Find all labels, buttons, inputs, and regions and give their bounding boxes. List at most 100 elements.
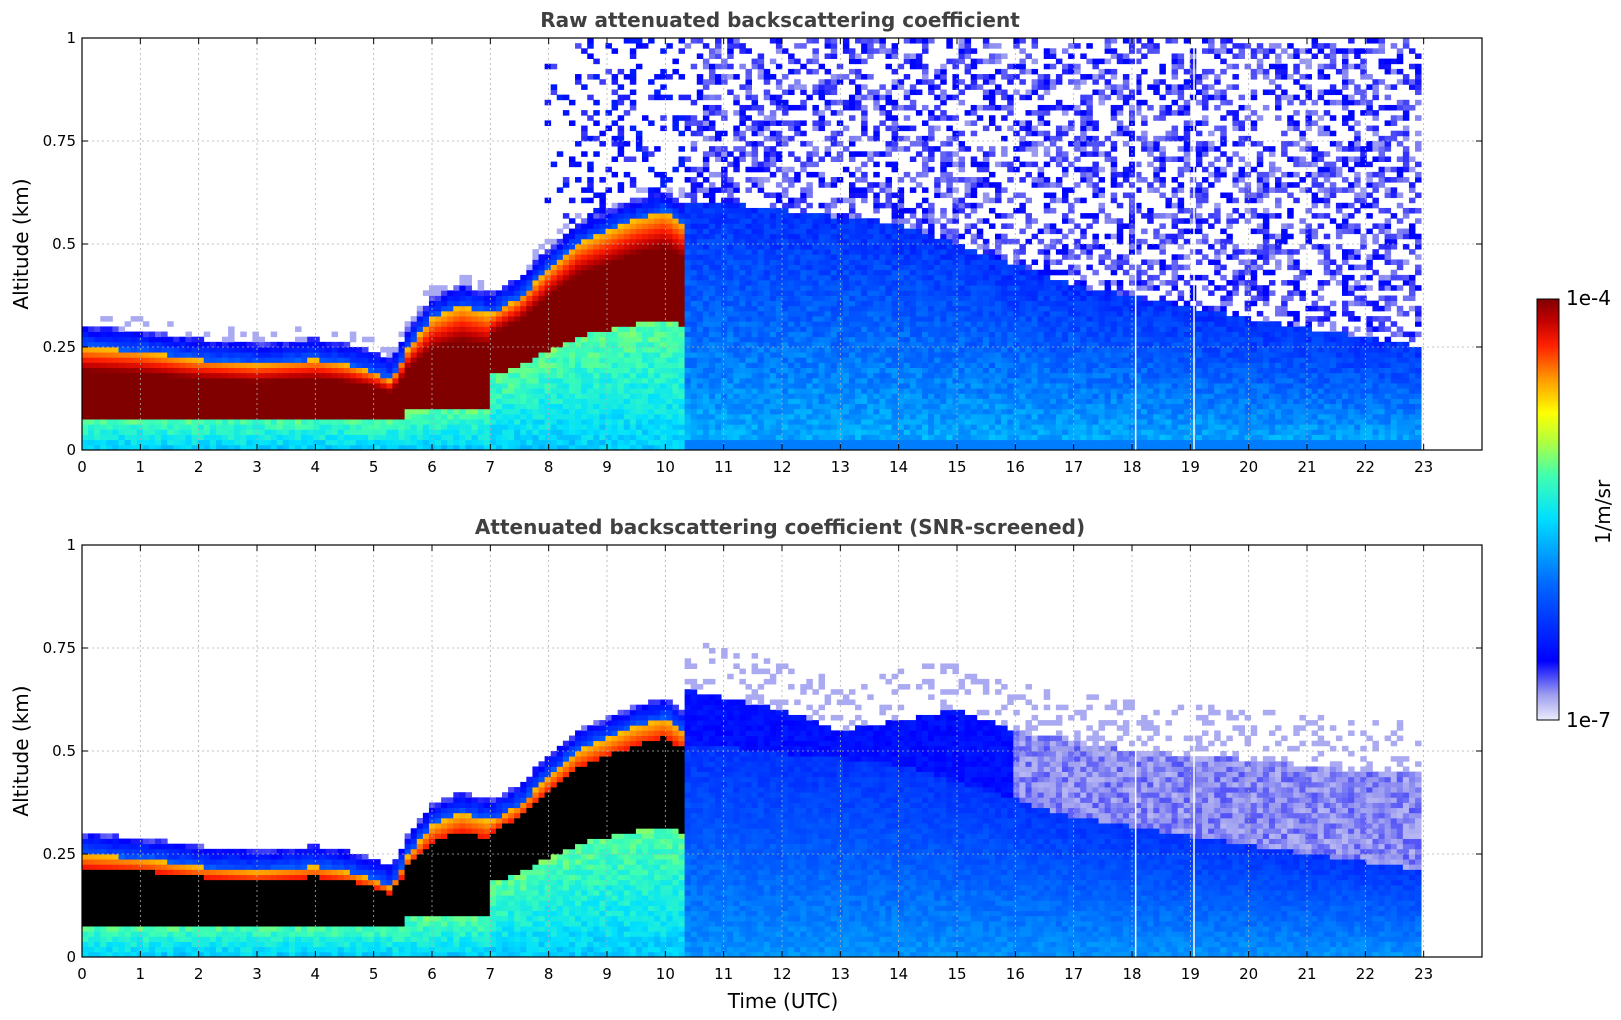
heatmap-cell [319, 429, 326, 435]
heatmap-cell [155, 341, 162, 348]
heatmap-cell [690, 310, 698, 317]
heatmap-cell [855, 187, 862, 193]
heatmap-cell [100, 341, 107, 348]
heatmap-cell [404, 326, 412, 332]
heatmap-cell [782, 357, 789, 363]
heatmap-cell [708, 151, 716, 157]
heatmap-cell [447, 388, 454, 394]
heatmap-cell [678, 393, 686, 399]
heatmap-cell [812, 84, 819, 90]
heatmap-cell [319, 413, 326, 420]
heatmap-cell [690, 280, 698, 286]
heatmap-cell [769, 213, 777, 219]
heatmap-cell [222, 336, 229, 343]
heatmap-cell [88, 352, 95, 358]
heatmap-cell [167, 347, 174, 353]
heatmap-cell [611, 444, 619, 451]
heatmap-cell [459, 372, 466, 379]
heatmap-cell [392, 413, 399, 420]
heatmap-cell [410, 331, 418, 338]
heatmap-cell [678, 244, 686, 250]
heatmap-cell [763, 377, 771, 384]
heatmap-cell [179, 377, 186, 384]
heatmap-cell [611, 362, 619, 368]
heatmap-cell [526, 393, 533, 399]
heatmap-cell [763, 321, 771, 327]
heatmap-cell [502, 408, 509, 415]
heatmap-cell [721, 388, 728, 394]
heatmap-cell [520, 403, 527, 410]
heatmap-cell [745, 213, 752, 219]
heatmap-cell [648, 377, 655, 384]
heatmap-cell [842, 305, 850, 312]
heatmap-cell [855, 68, 862, 75]
heatmap-cell [173, 388, 180, 394]
heatmap-cell [246, 444, 253, 451]
heatmap-cell [465, 367, 472, 374]
heatmap-cell [581, 290, 588, 296]
heatmap-cell [453, 413, 460, 420]
heatmap-cell [422, 341, 430, 348]
heatmap-cell [721, 182, 728, 188]
heatmap-cell [179, 357, 186, 363]
heatmap-cell [82, 398, 89, 405]
heatmap-cell [642, 326, 649, 332]
heatmap-cell [745, 357, 752, 363]
heatmap-cell [191, 398, 199, 405]
heatmap-cell [483, 424, 491, 430]
heatmap-cell [678, 48, 686, 54]
heatmap-cell [836, 388, 844, 394]
heatmap-cell [483, 419, 491, 425]
heatmap-cell [502, 310, 509, 317]
heatmap-cell [581, 357, 588, 363]
heatmap-cell [270, 347, 278, 353]
heatmap-cell [544, 372, 552, 379]
heatmap-cell [447, 434, 454, 441]
heatmap-cell [818, 264, 826, 271]
heatmap-cell [459, 398, 466, 405]
heatmap-cell [136, 383, 144, 389]
heatmap-cell [842, 146, 850, 152]
heatmap-cell [727, 254, 734, 260]
heatmap-cell [295, 429, 302, 435]
heatmap-cell [258, 413, 266, 420]
heatmap-cell [806, 254, 813, 260]
heatmap-cell [575, 43, 582, 49]
heatmap-cell [708, 280, 716, 286]
heatmap-cell [702, 295, 710, 302]
heatmap-cell [690, 249, 698, 255]
heatmap-cell [313, 367, 320, 374]
heatmap-cell [666, 341, 673, 348]
heatmap-cell [739, 269, 746, 276]
heatmap-cell [788, 326, 795, 332]
heatmap-cell [179, 419, 186, 425]
heatmap-cell [599, 141, 606, 147]
heatmap-cell [836, 398, 844, 405]
heatmap-cell [635, 280, 643, 286]
heatmap-cell [715, 233, 722, 240]
heatmap-cell [422, 326, 430, 332]
heatmap-cell [696, 331, 704, 338]
heatmap-cell [502, 367, 509, 374]
heatmap-cell [112, 398, 119, 405]
heatmap-cell [483, 439, 491, 446]
heatmap-cell [818, 424, 826, 430]
heatmap-cell [757, 341, 765, 348]
heatmap-cell [118, 393, 126, 399]
heatmap-cell [696, 89, 704, 96]
heatmap-cell [562, 439, 570, 446]
heatmap-cell [800, 228, 807, 235]
heatmap-cell [368, 372, 375, 379]
heatmap-cell [806, 305, 813, 312]
heatmap-cell [142, 408, 150, 415]
heatmap-cell [806, 38, 813, 44]
heatmap-cell [422, 357, 430, 363]
heatmap-cell [623, 244, 631, 250]
heatmap-cell [824, 403, 832, 410]
heatmap-cell [544, 269, 552, 276]
heatmap-cell [818, 89, 826, 96]
heatmap-cell [538, 290, 546, 296]
heatmap-cell [775, 166, 783, 173]
heatmap-cell [660, 84, 667, 90]
heatmap-cell [234, 362, 241, 368]
